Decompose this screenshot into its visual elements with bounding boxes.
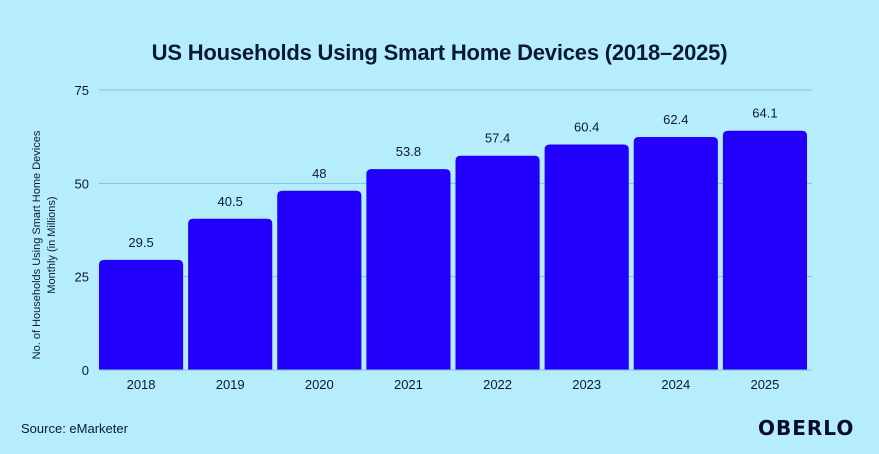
x-tick-label: 2018 [127,377,156,392]
x-tick-label: 2024 [661,377,690,392]
x-tick-label: 2021 [394,377,423,392]
chart-title: US Households Using Smart Home Devices (… [151,40,728,65]
y-tick-label: 50 [75,176,89,191]
data-label: 40.5 [218,194,243,209]
bar-2025 [722,130,807,370]
data-label: 64.1 [752,106,777,121]
y-tick-label: 25 [75,270,89,285]
x-tick-label: 2020 [305,377,334,392]
bar-2024 [633,137,718,370]
x-tick-label: 2022 [483,377,512,392]
data-label: 57.4 [485,131,510,146]
bar-2021 [366,169,451,370]
oberlo-logo: OBERLO [758,416,855,440]
data-label: 53.8 [396,144,421,159]
bar-2018 [99,259,184,370]
bar-2019 [188,218,273,370]
x-tick-label: 2025 [750,377,779,392]
x-tick-label: 2023 [572,377,601,392]
bar-2022 [455,155,540,370]
source-note: Source: eMarketer [21,421,128,436]
data-label: 62.4 [663,112,688,127]
bar-2020 [277,190,362,370]
y-tick-label: 75 [75,83,89,98]
data-label: 48 [312,166,326,181]
y-tick-label: 0 [82,363,89,378]
data-label: 60.4 [574,120,599,135]
bar-2023 [544,144,629,370]
data-label: 29.5 [128,235,153,250]
x-tick-label: 2019 [216,377,245,392]
